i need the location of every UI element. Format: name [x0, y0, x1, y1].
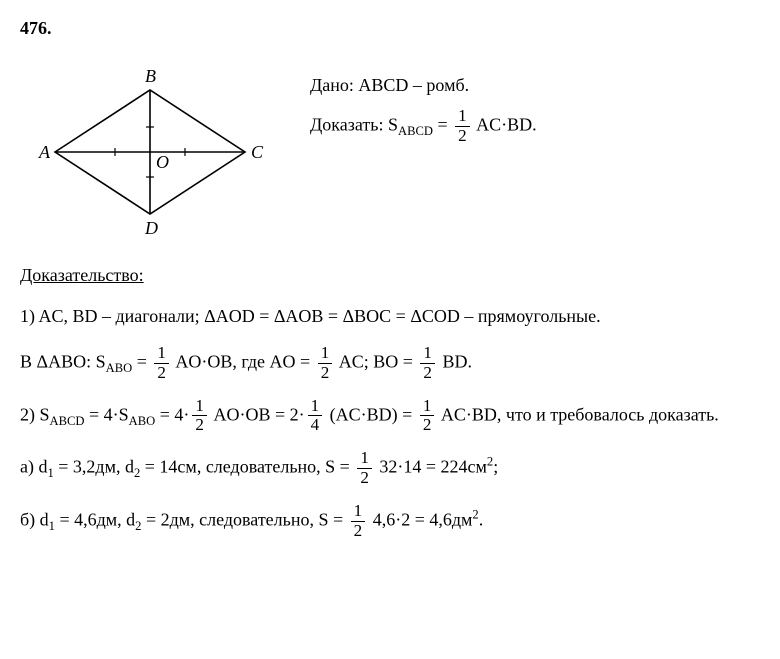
partB-dot: . [479, 509, 484, 529]
step3: 2) SABCD = 4·SABO = 4·12 AO·OB = 2·14 (A… [20, 397, 760, 436]
frac-half-8: 12 [351, 502, 366, 541]
step3-d: (AC·BD) = [325, 404, 417, 424]
prove-sub: ABCD [398, 124, 433, 138]
frac-half: 12 [455, 107, 470, 146]
given-line: Дано: ABCD – ромб. [310, 72, 760, 99]
frac-half-5: 12 [192, 397, 207, 436]
svg-text:C: C [251, 142, 264, 162]
svg-text:D: D [144, 218, 158, 238]
step2-sub1: ABO [106, 361, 133, 375]
frac-half-4: 12 [420, 344, 435, 383]
partB-c: = 2дм, следовательно, S = [141, 509, 347, 529]
diagram-column: A B C D O [20, 62, 310, 242]
problem-number: 476. [20, 15, 760, 42]
step2-end: BD. [438, 351, 472, 371]
given-column: Дано: ABCD – ромб. Доказать: SABCD = 12 … [310, 62, 760, 154]
frac-quarter: 14 [308, 397, 323, 436]
step2-mid2: AC; BO = [335, 351, 417, 371]
partA-a: а) d [20, 457, 47, 477]
svg-text:B: B [145, 66, 156, 86]
step3-pre: 2) S [20, 404, 50, 424]
prove-lhs: S [388, 114, 398, 134]
step3-e: AC·BD, что и требовалось доказать. [437, 404, 718, 424]
top-section: ABCDO Дано: ABCD – ромб. Доказать: SABCD… [20, 62, 760, 242]
frac-half-3: 12 [318, 344, 333, 383]
step3-a: = 4·S [85, 404, 129, 424]
rhombus-diagram: A B C D O [20, 62, 270, 242]
partB-a: б) d [20, 509, 49, 529]
proof-heading: Доказательство: [20, 262, 760, 289]
step3-b: = 4· [155, 404, 189, 424]
frac-half-7: 12 [357, 449, 372, 488]
step2-mid1: AO·OB, где AO = [172, 351, 315, 371]
step2-pre: В ΔABO: S [20, 351, 106, 371]
given-text: ABCD – ромб. [358, 75, 469, 95]
part-a: а) d1 = 3,2дм, d2 = 14см, следовательно,… [20, 449, 760, 488]
frac-half-6: 12 [420, 397, 435, 436]
svg-text:O: O [156, 152, 169, 172]
prove-eq: = [433, 114, 452, 134]
step2-eq1: = [132, 351, 151, 371]
given-label: Дано: [310, 75, 358, 95]
step3-c: AO·OB = 2· [210, 404, 305, 424]
partA-b: = 3,2дм, d [54, 457, 134, 477]
step1: 1) AC, BD – диагонали; ΔAOD = ΔAOB = ΔBO… [20, 303, 760, 330]
partA-semi: ; [493, 457, 498, 477]
partB-b: = 4,6дм, d [55, 509, 135, 529]
svg-text:A: A [38, 142, 51, 162]
part-b: б) d1 = 4,6дм, d2 = 2дм, следовательно, … [20, 502, 760, 541]
step3-sub2: ABO [129, 414, 156, 428]
partA-c: = 14см, следовательно, S = [140, 457, 354, 477]
step2: В ΔABO: SABO = 12 AO·OB, где AO = 12 AC;… [20, 344, 760, 383]
step3-sub1: ABCD [50, 414, 85, 428]
prove-line: Доказать: SABCD = 12 AC·BD. [310, 107, 760, 146]
frac-half-2: 12 [154, 344, 169, 383]
partB-d: 4,6·2 = 4,6дм [368, 509, 472, 529]
prove-rhs: AC·BD. [473, 114, 537, 134]
partA-d: 32·14 = 224см [375, 457, 487, 477]
prove-label: Доказать: [310, 114, 388, 134]
